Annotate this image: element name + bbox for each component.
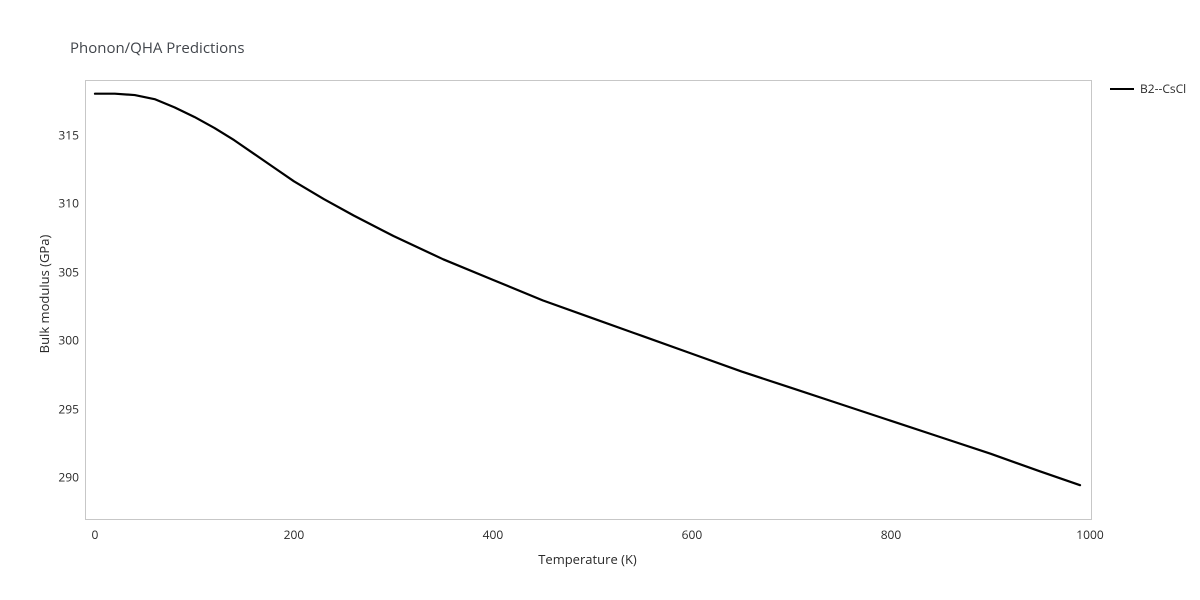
chart-container: Phonon/QHA Predictions Temperature (K) B… bbox=[0, 0, 1200, 600]
series-line bbox=[95, 94, 1080, 485]
chart-svg bbox=[0, 0, 1200, 600]
